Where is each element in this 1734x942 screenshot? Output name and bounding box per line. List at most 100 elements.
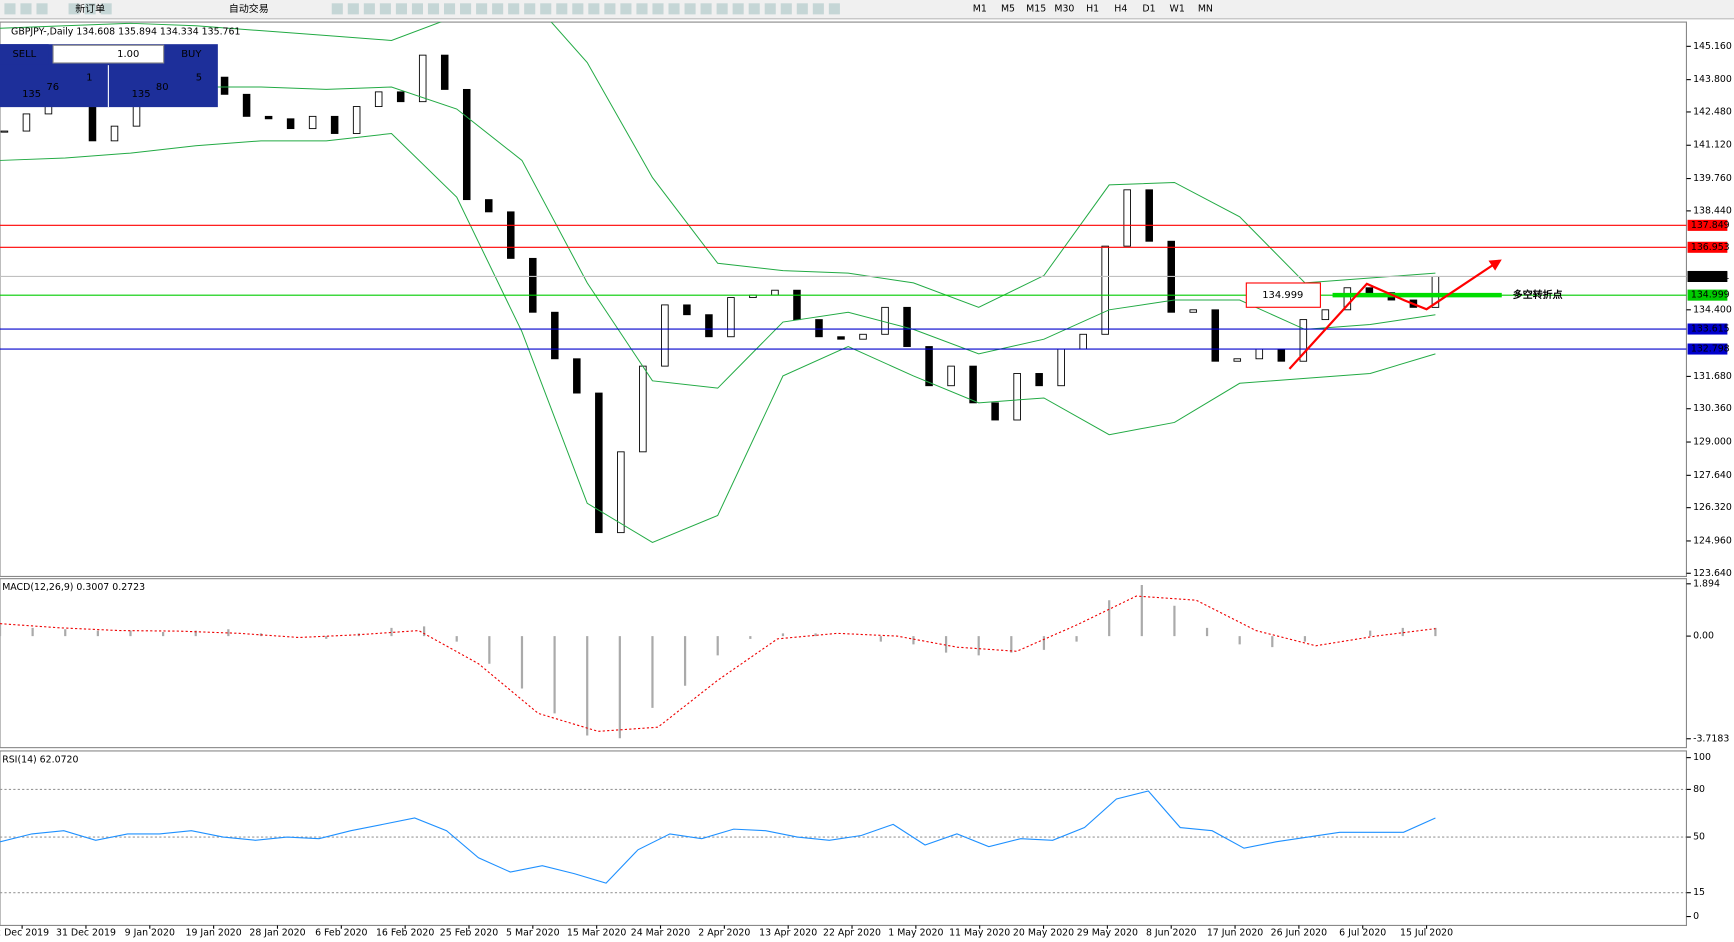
tool-icon[interactable] [4, 3, 16, 15]
price-pips[interactable]: 80 [156, 82, 169, 93]
candle [352, 106, 361, 134]
candle [418, 54, 427, 103]
candle [286, 118, 295, 130]
tool-icon[interactable] [363, 3, 375, 15]
tool-icon[interactable] [732, 3, 744, 15]
lot-input[interactable] [52, 44, 165, 64]
candle [683, 304, 691, 316]
tool-icon[interactable] [780, 3, 792, 15]
tool-icon[interactable] [668, 3, 680, 15]
tool-icon[interactable] [700, 3, 712, 15]
price-pips[interactable]: 76 [46, 82, 59, 93]
timeframe[interactable]: M5 [1001, 3, 1015, 14]
tool-icon[interactable] [20, 3, 32, 15]
tool-icon[interactable] [636, 3, 648, 15]
price-frac[interactable]: 5 [196, 72, 202, 83]
timeframe[interactable]: H1 [1086, 3, 1099, 14]
tool-icon[interactable] [828, 3, 840, 15]
tool-icon[interactable] [620, 3, 632, 15]
tool-icon[interactable] [604, 3, 616, 15]
price-label: 137.849 [1691, 220, 1730, 231]
annotation-text: 多空转折点 [1513, 288, 1563, 301]
annotation-price: 134.999 [1262, 290, 1303, 301]
timeframe[interactable]: M1 [973, 3, 987, 14]
tool-icon[interactable] [748, 3, 760, 15]
y-tick-label: 145.160 [1693, 41, 1732, 52]
tool-icon[interactable] [379, 3, 391, 15]
timeframe[interactable]: M15 [1026, 3, 1046, 14]
tool-icon[interactable] [395, 3, 407, 15]
date-label: 11 May 2020 [949, 928, 1010, 939]
tool-icon[interactable] [100, 3, 112, 15]
tool-icon[interactable] [796, 3, 808, 15]
tool-icon[interactable] [476, 3, 488, 15]
timeframe[interactable]: W1 [1170, 3, 1185, 14]
candle [1145, 189, 1153, 242]
candle [507, 211, 515, 259]
tool-icon[interactable] [427, 3, 440, 15]
price-label: 133.615 [1691, 324, 1730, 335]
price-label-box [1687, 270, 1728, 283]
date-label: 19 Jan 2020 [186, 928, 242, 939]
sell-label[interactable]: SELL [12, 49, 36, 60]
candle [396, 91, 405, 103]
toolbar-button[interactable]: 自动交易 [229, 2, 269, 15]
price-frac[interactable]: 1 [86, 72, 92, 83]
candle [947, 365, 955, 387]
bollinger-band [0, 132, 1436, 543]
date-label: 1 May 2020 [888, 928, 943, 939]
tool-icon[interactable] [84, 3, 96, 15]
tool-icon[interactable] [36, 3, 48, 15]
price-label-box [1687, 241, 1728, 253]
tool-icon[interactable] [812, 3, 824, 15]
tool-icon[interactable] [411, 3, 423, 15]
tool-icon[interactable] [684, 3, 696, 15]
price-label-box [1687, 219, 1728, 231]
toolbar-button[interactable]: 新订单 [75, 2, 105, 15]
buy-label[interactable]: BUY [181, 49, 202, 60]
timeframe[interactable]: MN [1198, 3, 1213, 14]
tool-icon[interactable] [540, 3, 552, 15]
tool-icon[interactable] [331, 3, 343, 15]
date-label: 28 Jan 2020 [249, 928, 305, 939]
tool-icon[interactable] [347, 3, 359, 15]
price-label-box [1687, 343, 1728, 355]
trend-arrow [1288, 259, 1501, 370]
candle [220, 76, 229, 95]
candle [1101, 245, 1109, 335]
timeframe[interactable]: D1 [1142, 3, 1155, 14]
tool-icon[interactable] [524, 3, 536, 15]
macd-title: MACD(12,26,9) 0.3007 0.2723 [2, 582, 145, 593]
tool-icon[interactable] [716, 3, 728, 15]
price-big[interactable]: 135 [22, 89, 41, 100]
tool-icon[interactable] [492, 3, 504, 15]
tool-icon[interactable] [68, 3, 80, 15]
date-label: 17 Jun 2020 [1207, 928, 1263, 939]
y-tick-label: 129.000 [1693, 437, 1732, 448]
y-tick-label: 127.640 [1693, 470, 1732, 481]
tool-icon[interactable] [508, 3, 520, 15]
candle [1365, 287, 1374, 294]
date-label: 6 Feb 2020 [315, 928, 367, 939]
y-tick-label: 15 [1693, 887, 1705, 898]
tool-icon[interactable] [444, 3, 456, 15]
tool-icon[interactable] [556, 3, 568, 15]
price-label: 136.953 [1691, 242, 1730, 253]
y-tick-label: 138.440 [1693, 205, 1732, 216]
tool-icon[interactable] [652, 3, 664, 15]
timeframe[interactable]: M30 [1054, 3, 1074, 14]
rsi-panel [0, 750, 1688, 926]
tool-icon[interactable] [460, 3, 472, 15]
price-big[interactable]: 135 [132, 89, 151, 100]
candle [771, 289, 779, 296]
tool-icon[interactable] [572, 3, 584, 15]
sell-button[interactable] [0, 44, 49, 65]
y-tick-label: 0.00 [1693, 631, 1714, 642]
y-tick-label: -3.7183 [1693, 733, 1729, 744]
candle [1343, 287, 1352, 311]
date-label: 2 Dec 2019 [0, 928, 49, 939]
tool-icon[interactable] [764, 3, 776, 15]
timeframe[interactable]: H4 [1114, 3, 1127, 14]
lot-value[interactable]: 1.00 [117, 49, 139, 60]
tool-icon[interactable] [588, 3, 600, 15]
